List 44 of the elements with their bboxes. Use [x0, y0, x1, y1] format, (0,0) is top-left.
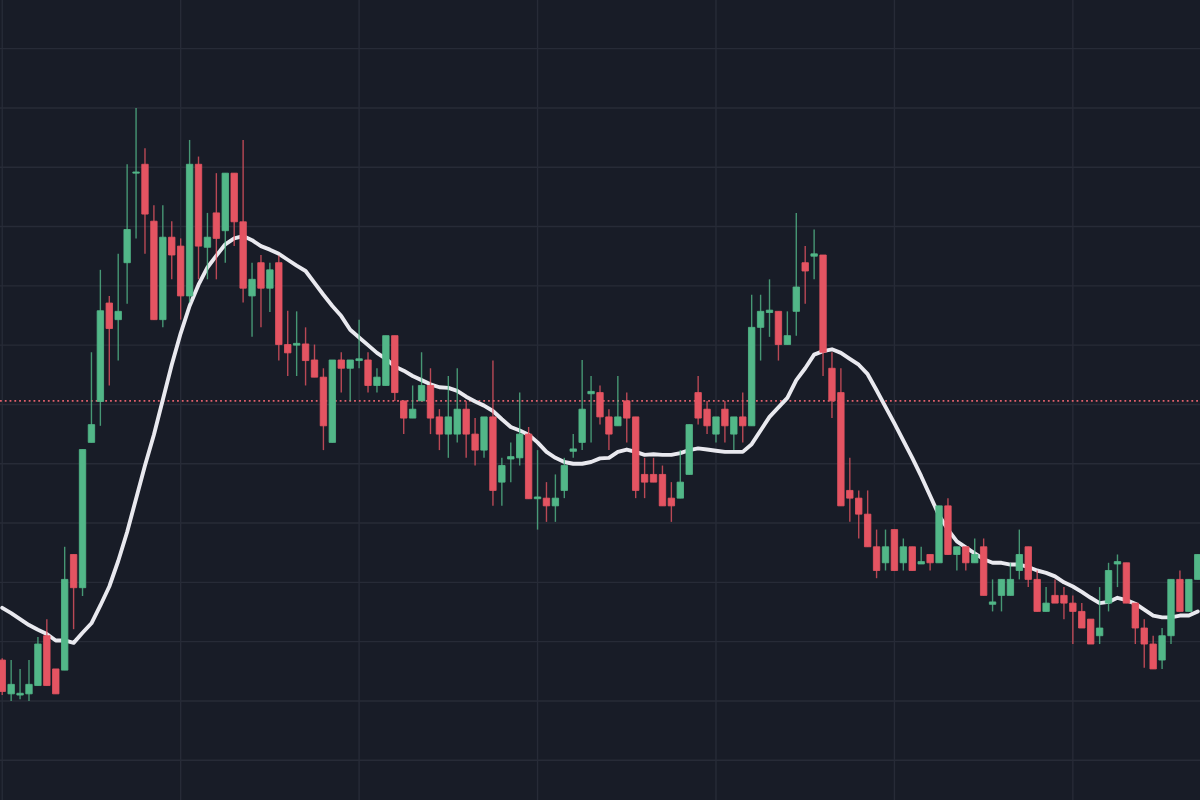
candlestick	[712, 416, 720, 444]
candlestick	[498, 457, 506, 507]
candlestick	[569, 433, 577, 459]
candlestick	[114, 253, 122, 362]
candlestick	[917, 546, 925, 565]
candlestick	[132, 107, 140, 240]
candlestick	[676, 449, 684, 499]
candlestick	[810, 228, 818, 281]
candlestick	[266, 262, 274, 313]
candlestick	[730, 416, 738, 451]
candlestick	[801, 245, 809, 305]
candlestick	[1006, 562, 1015, 597]
candlestick	[337, 351, 345, 394]
candlestick	[301, 326, 310, 387]
candlestick	[551, 473, 560, 523]
candlestick	[881, 528, 890, 572]
candlestick	[997, 578, 1006, 613]
candlestick	[783, 310, 791, 346]
candlestick	[310, 343, 319, 378]
candlestick	[971, 537, 979, 564]
candlestick	[1042, 586, 1050, 613]
candlestick	[739, 391, 747, 444]
candlestick	[542, 481, 551, 523]
candlestick	[649, 457, 658, 483]
candlestick	[587, 375, 595, 444]
candlestick	[1096, 586, 1104, 645]
candlestick	[533, 449, 542, 531]
candlestick	[765, 278, 774, 338]
candlestick	[435, 408, 444, 451]
candlestick	[1113, 553, 1122, 588]
candlestick	[953, 546, 961, 572]
candlestick	[293, 310, 301, 377]
candlestick	[908, 546, 916, 572]
candlestick	[1015, 528, 1023, 581]
candlestick	[87, 351, 96, 444]
candlestick	[409, 384, 417, 419]
candlestick	[248, 262, 256, 338]
candlestick	[962, 546, 970, 572]
candlestick	[899, 537, 907, 572]
candlestick	[203, 212, 212, 281]
candlestick	[614, 375, 622, 427]
candlestick	[667, 481, 676, 523]
candlestick	[417, 351, 426, 402]
candlestick	[988, 578, 997, 613]
